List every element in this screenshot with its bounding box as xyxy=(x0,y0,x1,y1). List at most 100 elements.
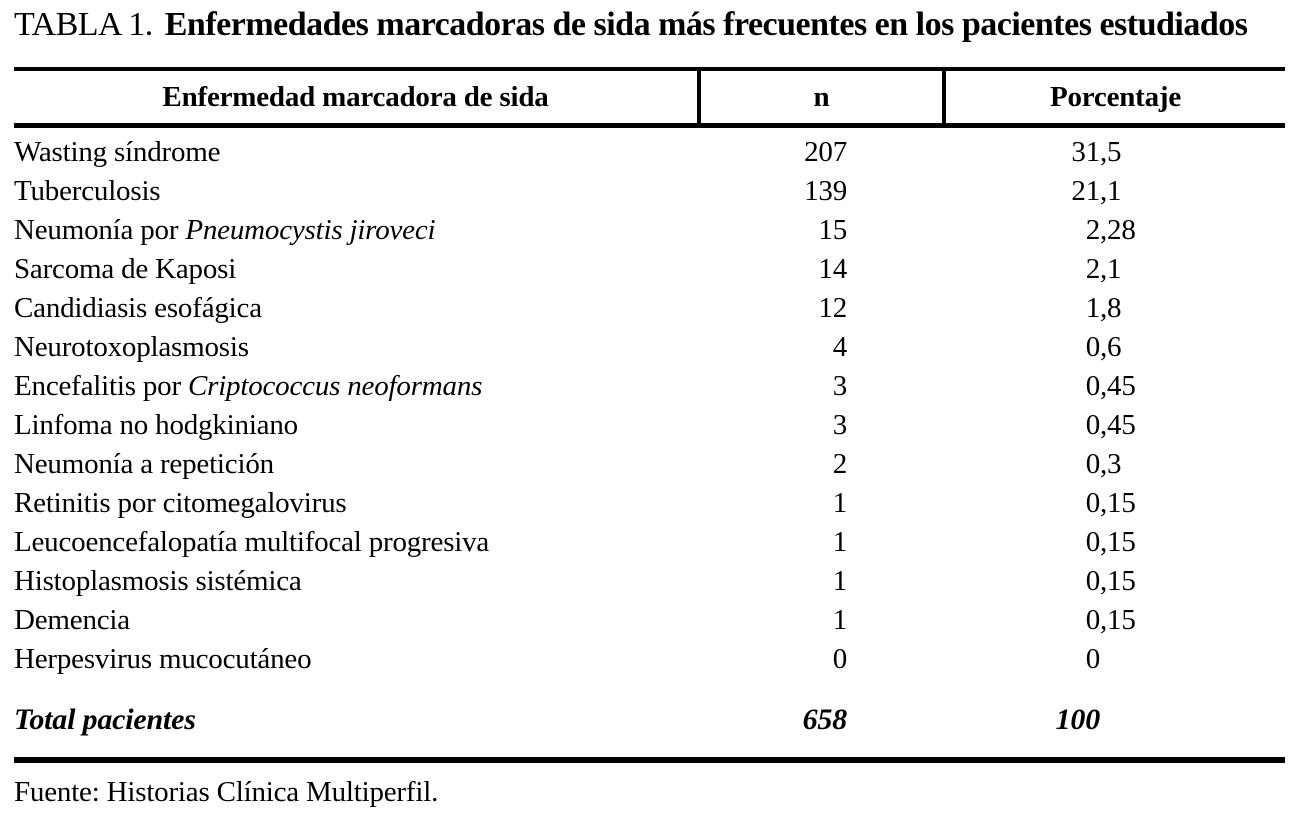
pct-frac: ,45 xyxy=(1100,370,1136,402)
pct-int: 2 xyxy=(1085,214,1101,246)
disease-cell: Neurotoxoplasmosis xyxy=(14,328,697,367)
n-cell: 1 xyxy=(832,526,848,558)
pct-cell: 0,15 xyxy=(942,523,1285,562)
pct-int: 2 xyxy=(1085,253,1101,285)
data-table: Enfermedad marcadora de sida n Porcentaj… xyxy=(14,67,1285,809)
disease-name: Neumonía a repetición xyxy=(14,448,274,480)
table-row: Herpesvirus mucocutáneo 0 0 xyxy=(14,640,1285,679)
table-header-row: Enfermedad marcadora de sida n Porcentaj… xyxy=(14,67,1285,128)
pct-cell: 0 xyxy=(942,640,1285,679)
table-row: Retinitis por citomegalovirus 1 0,15 xyxy=(14,484,1285,523)
disease-cell: Leucoencefalopatía multifocal progresiva xyxy=(14,523,697,562)
pct-cell: 1,8 xyxy=(942,289,1285,328)
table-row: Wasting síndrome 207 31,5 xyxy=(14,133,1285,172)
pct-cell: 0,45 xyxy=(942,367,1285,406)
total-n: 658 xyxy=(802,703,848,736)
disease-name: Leucoencefalopatía multifocal progresiva xyxy=(14,526,490,558)
n-cell: 4 xyxy=(832,331,848,363)
pct-int: 21 xyxy=(1071,175,1100,207)
disease-name: Sarcoma de Kaposi xyxy=(14,253,237,285)
n-cell: 207 xyxy=(804,136,847,168)
pct-int: 0 xyxy=(1085,409,1101,441)
disease-cell: Neumonía a repetición xyxy=(14,445,697,484)
pct-int: 0 xyxy=(1085,331,1101,363)
table-title-text: Enfermedades marcadoras de sida más frec… xyxy=(164,6,1248,43)
n-cell: 14 xyxy=(818,253,847,285)
disease-name: Wasting síndrome xyxy=(14,136,221,168)
disease-name: Histoplasmosis sistémica xyxy=(14,565,302,597)
pct-cell: 2,28 xyxy=(942,211,1285,250)
table-row: Neumonía por Pneumocystis jiroveci 15 2,28 xyxy=(14,211,1285,250)
pct-int: 0 xyxy=(1085,370,1101,402)
pct-int: 31 xyxy=(1071,136,1100,168)
table-row: Histoplasmosis sistémica 1 0,15 xyxy=(14,562,1285,601)
disease-cell: Linfoma no hodgkiniano xyxy=(14,406,697,445)
table-body: Wasting síndrome 207 31,5 Tuberculosis 139 2… xyxy=(14,128,1285,679)
n-cell: 1 xyxy=(832,565,848,597)
n-cell: 139 xyxy=(804,175,847,207)
pct-frac: ,45 xyxy=(1100,409,1136,441)
pct-int: 0 xyxy=(1085,643,1101,675)
disease-name: Retinitis por citomegalovirus xyxy=(14,487,347,519)
disease-cell: Tuberculosis xyxy=(14,172,697,211)
pct-frac: ,15 xyxy=(1100,487,1136,519)
pct-frac: ,15 xyxy=(1100,565,1136,597)
pct-cell: 0,45 xyxy=(942,406,1285,445)
pct-int: 0 xyxy=(1085,604,1101,636)
n-cell: 15 xyxy=(818,214,847,246)
table-row: Sarcoma de Kaposi 14 2,1 xyxy=(14,250,1285,289)
disease-name: Candidiasis esofágica xyxy=(14,292,262,324)
table-row: Neurotoxoplasmosis 4 0,6 xyxy=(14,328,1285,367)
disease-cell: Sarcoma de Kaposi xyxy=(14,250,697,289)
disease-name: Demencia xyxy=(14,604,130,636)
disease-name: Encefalitis por xyxy=(14,370,188,402)
total-label: Total pacientes xyxy=(14,703,196,736)
table-row: Leucoencefalopatía multifocal progresiva… xyxy=(14,523,1285,562)
pct-int: 0 xyxy=(1085,526,1101,558)
header-cell-n: n xyxy=(697,71,942,123)
table-row: Linfoma no hodgkiniano 3 0,45 xyxy=(14,406,1285,445)
pct-frac: ,8 xyxy=(1100,292,1122,324)
disease-name: Tuberculosis xyxy=(14,175,161,207)
disease-name-italic: Criptococcus neoformans xyxy=(187,370,483,402)
disease-name: Neumonía por xyxy=(14,214,186,246)
pct-cell: 0,15 xyxy=(942,484,1285,523)
disease-cell: Encefalitis por Criptococcus neoformans xyxy=(14,367,697,406)
header-cell-porcentaje: Porcentaje xyxy=(942,71,1285,123)
pct-cell: 0,3 xyxy=(942,445,1285,484)
table-total-row: Total pacientes 658 100 xyxy=(14,700,1285,740)
pct-frac: ,5 xyxy=(1100,136,1122,168)
disease-name: Neurotoxoplasmosis xyxy=(14,331,249,363)
table-row: Neumonía a repetición 2 0,3 xyxy=(14,445,1285,484)
n-cell: 1 xyxy=(832,604,848,636)
pct-frac: ,15 xyxy=(1100,604,1136,636)
disease-name: Herpesvirus mucocutáneo xyxy=(14,643,312,675)
pct-frac: ,1 xyxy=(1100,175,1122,207)
table-row: Candidiasis esofágica 12 1,8 xyxy=(14,289,1285,328)
pct-int: 1 xyxy=(1085,292,1101,324)
pct-frac: ,3 xyxy=(1100,448,1122,480)
source-note: Fuente: Historias Clínica Multiperfil. xyxy=(14,776,439,808)
pct-frac: ,6 xyxy=(1100,331,1122,363)
disease-cell: Demencia xyxy=(14,601,697,640)
table-row: Tuberculosis 139 21,1 xyxy=(14,172,1285,211)
total-pct: 100 xyxy=(942,700,1285,740)
pct-cell: 31,5 xyxy=(942,133,1285,172)
n-cell: 1 xyxy=(832,487,848,519)
table-row: Encefalitis por Criptococcus neoformans 3… xyxy=(14,367,1285,406)
pct-cell: 0,6 xyxy=(942,328,1285,367)
pct-frac: ,15 xyxy=(1100,526,1136,558)
disease-cell: Neumonía por Pneumocystis jiroveci xyxy=(14,211,697,250)
header-cell-disease: Enfermedad marcadora de sida xyxy=(162,81,549,113)
pct-frac: ,28 xyxy=(1100,214,1136,246)
pct-cell: 21,1 xyxy=(942,172,1285,211)
pct-int: 0 xyxy=(1085,487,1101,519)
disease-cell: Candidiasis esofágica xyxy=(14,289,697,328)
disease-cell: Retinitis por citomegalovirus xyxy=(14,484,697,523)
disease-cell: Herpesvirus mucocutáneo xyxy=(14,640,697,679)
pct-cell: 2,1 xyxy=(942,250,1285,289)
table-number-label: TABLA 1. xyxy=(14,6,153,43)
table-row: Demencia 1 0,15 xyxy=(14,601,1285,640)
n-cell: 2 xyxy=(832,448,848,480)
